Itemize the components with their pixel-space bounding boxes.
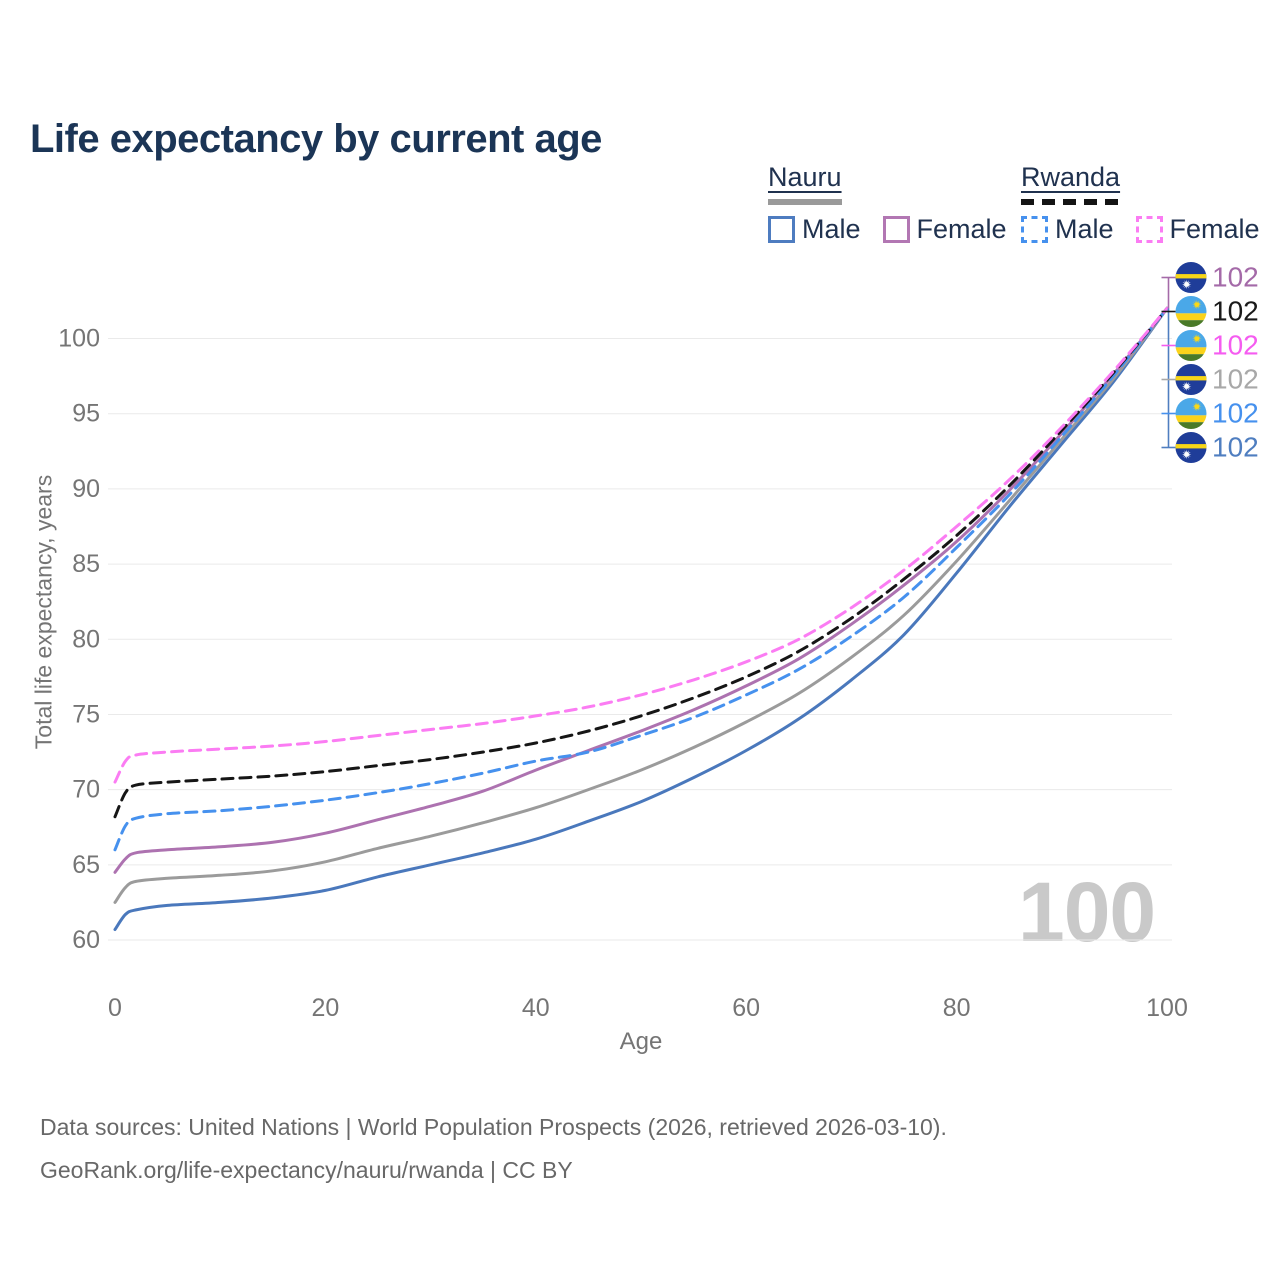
end-label-rwanda-male: 102	[1161, 398, 1259, 429]
end-label-value-2: 102	[1212, 330, 1259, 361]
legend-item-rwanda-female-label: Female	[1169, 214, 1260, 244]
page-title: Life expectancy by current age	[30, 116, 602, 161]
nauru-flag-icon	[1175, 364, 1207, 395]
end-label-nauru: 102	[1161, 364, 1259, 395]
rwanda-line-swatch	[1021, 199, 1121, 205]
rwanda-female-swatch	[1135, 216, 1163, 243]
x-tick-80: 80	[943, 994, 971, 1022]
y-tick-85: 85	[72, 550, 100, 578]
y-tick-90: 90	[72, 475, 100, 503]
y-tick-60: 60	[72, 926, 100, 954]
nauru-flag-icon	[1175, 262, 1207, 293]
nauru-flag-icon	[1175, 432, 1207, 463]
x-tick-100: 100	[1146, 994, 1188, 1022]
y-tick-95: 95	[72, 400, 100, 428]
rwanda-flag-icon	[1175, 296, 1207, 327]
x-tick-40: 40	[522, 994, 550, 1022]
x-tick-20: 20	[311, 994, 339, 1022]
legend-item-nauru-female-label: Female	[916, 214, 1007, 244]
end-label-nauru-male: 102	[1161, 432, 1259, 463]
legend-item-nauru-male-label: Male	[802, 214, 861, 244]
end-label-nauru-female: 102	[1161, 262, 1259, 293]
end-label-value-5: 102	[1212, 432, 1259, 463]
footer: Data sources: United Nations | World Pop…	[40, 1106, 947, 1191]
x-tick-0: 0	[108, 994, 122, 1022]
hovered-age-watermark: 100	[1018, 865, 1156, 959]
end-label-value-0: 102	[1212, 262, 1259, 293]
x-tick-60: 60	[732, 994, 760, 1022]
y-tick-80: 80	[72, 625, 100, 653]
rwanda-male-swatch	[1021, 216, 1048, 243]
y-tick-75: 75	[72, 700, 100, 728]
legend-item-rwanda-female[interactable]: Female	[1135, 214, 1260, 245]
y-tick-65: 65	[72, 851, 100, 879]
end-label-value-1: 102	[1212, 296, 1259, 327]
series-line-rwanda-female[interactable]	[113, 306, 1169, 784]
legend-group-rwanda: Rwanda Male Female	[1021, 162, 1280, 245]
nauru-female-swatch	[882, 216, 910, 243]
legend-item-nauru-female[interactable]: Female	[882, 214, 1007, 245]
legend-country-rwanda-label: Rwanda	[1021, 162, 1121, 192]
end-label-rwanda: 102	[1161, 296, 1259, 327]
legend-item-rwanda-male[interactable]: Male	[1021, 214, 1114, 245]
footer-attribution: GeoRank.org/life-expectancy/nauru/rwanda…	[40, 1156, 573, 1183]
end-label-value-3: 102	[1212, 364, 1259, 395]
end-label-rwanda-female: 102	[1161, 330, 1259, 361]
series-line-nauru[interactable]	[113, 306, 1169, 904]
series-line-nauru-female[interactable]	[113, 306, 1169, 874]
legend-group-nauru: Nauru Male Female	[768, 162, 1029, 245]
legend-country-nauru-label: Nauru	[768, 162, 842, 192]
y-axis-title: Total life expectancy, years	[30, 474, 57, 750]
legend-item-rwanda-male-label: Male	[1055, 214, 1114, 244]
nauru-line-swatch	[768, 199, 842, 205]
y-tick-70: 70	[72, 776, 100, 804]
series-line-nauru-male[interactable]	[113, 306, 1169, 931]
x-axis-title: Age	[619, 1028, 663, 1055]
series-line-rwanda-male[interactable]	[113, 306, 1169, 852]
legend-country-nauru[interactable]: Nauru	[768, 162, 842, 205]
end-label-value-4: 102	[1212, 398, 1259, 429]
footer-data-sources: Data sources: United Nations | World Pop…	[40, 1114, 947, 1140]
rwanda-flag-icon	[1175, 330, 1207, 361]
series-line-rwanda[interactable]	[113, 306, 1169, 819]
legend-country-rwanda[interactable]: Rwanda	[1021, 162, 1121, 205]
legend-item-nauru-male[interactable]: Male	[768, 214, 861, 245]
y-tick-100: 100	[58, 325, 100, 353]
nauru-male-swatch	[768, 216, 795, 243]
rwanda-flag-icon	[1175, 398, 1207, 429]
